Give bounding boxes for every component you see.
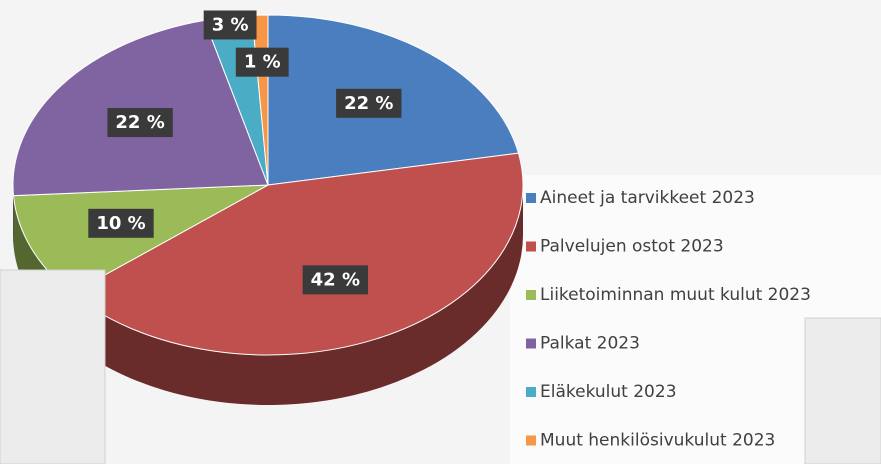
overlay-panel: [804, 317, 881, 464]
legend: Aineet ja tarvikkeet 2023 Palvelujen osto…: [526, 188, 811, 451]
legend-marker: [526, 387, 536, 397]
value-label-box: [88, 208, 154, 238]
legend-label: Muut henkilösivukulut 2023: [540, 431, 775, 451]
legend-marker: [526, 290, 536, 300]
legend-marker: [526, 193, 536, 203]
legend-label: Palvelujen ostot 2023: [540, 237, 724, 257]
slice: [70, 152, 524, 356]
value-label-box: [302, 265, 368, 295]
value-label-box: [235, 47, 289, 77]
legend-label: Aineet ja tarvikkeet 2023: [540, 188, 755, 208]
legend-marker: [526, 435, 536, 446]
value-label: 1 %: [244, 52, 281, 73]
legend-label: Eläkekulut 2023: [540, 382, 677, 402]
value-label-box: [336, 88, 402, 118]
pie: 22 % 42 % 10 % 22 % 3 % 1 %: [12, 10, 524, 406]
legend-label: Palkat 2023: [540, 334, 640, 354]
legend-label: Liiketoiminnan muut kulut 2023: [540, 285, 811, 305]
value-label: 3 %: [212, 14, 249, 35]
slice-side: [13, 185, 14, 246]
overlay-panel: [0, 269, 106, 464]
slice: [12, 19, 269, 197]
slice-side: [71, 185, 523, 406]
legend-marker: [526, 338, 536, 349]
value-label: 22 %: [344, 93, 393, 114]
legend-marker: [526, 241, 536, 252]
value-label-box: [203, 10, 257, 40]
value-label-box: [107, 108, 173, 138]
value-label: 10 %: [96, 213, 145, 234]
value-label: 22 %: [115, 112, 164, 133]
value-label: 42 %: [311, 269, 360, 290]
